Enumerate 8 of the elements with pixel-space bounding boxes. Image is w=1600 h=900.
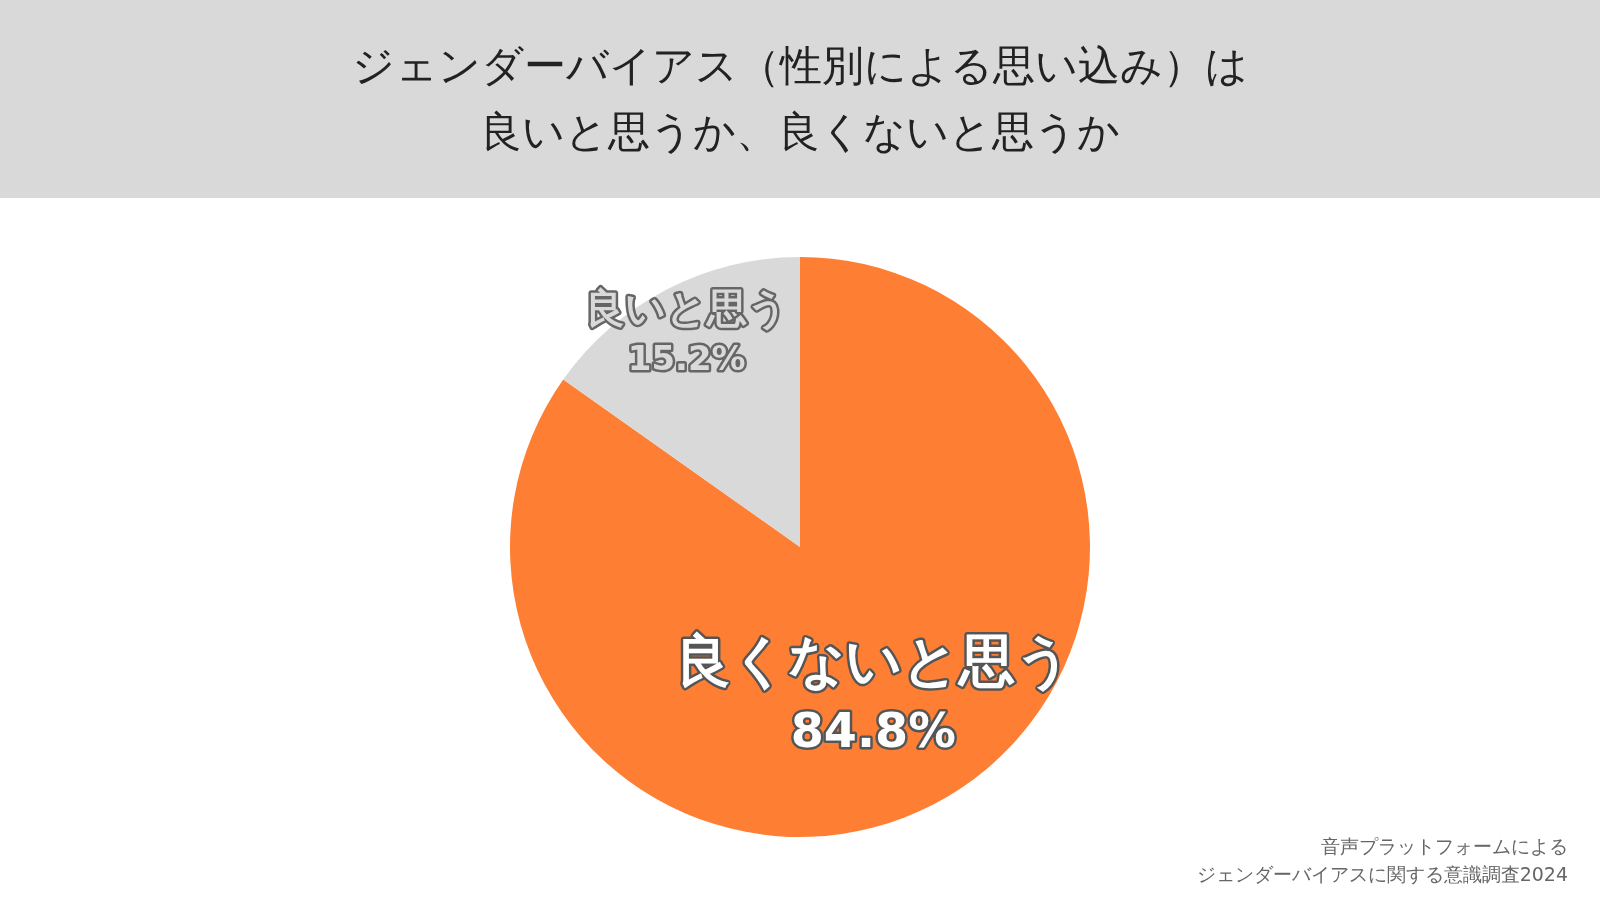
text: 音声プラットフォームによる — [1320, 834, 1568, 859]
chart-title: ジェンダーバイアス（性別による思い込み）は良いと思うか、良くないと思うか — [351, 40, 1249, 158]
slice-label: 良いと思う — [585, 285, 789, 332]
data-label: 84.8% — [790, 703, 956, 759]
data-label: 15.2% — [627, 338, 746, 379]
slice-label: 良くないと思う — [674, 628, 1072, 694]
pie-slice — [510, 257, 1090, 837]
text: ジェンダーバイアスに関する意識調査2024 — [1196, 862, 1568, 887]
